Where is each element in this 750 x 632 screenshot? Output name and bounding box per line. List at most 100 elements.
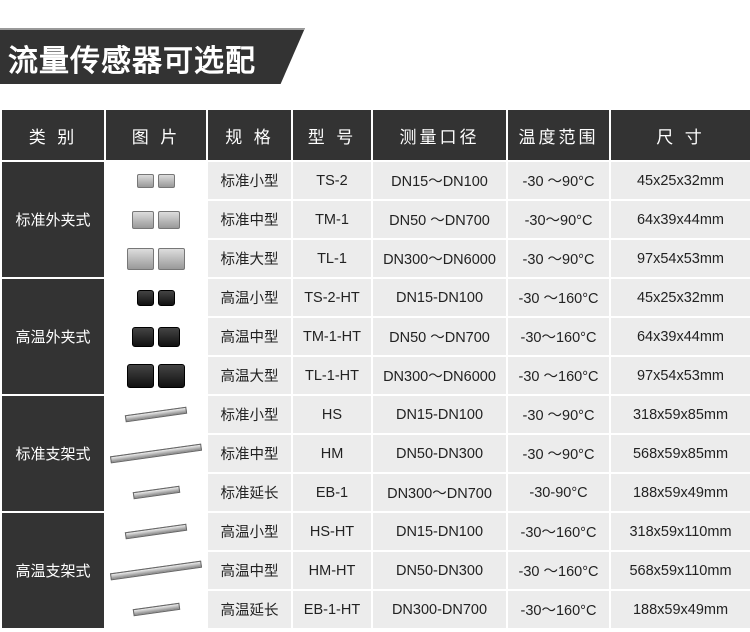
temperature-cell: -30 ～160°C	[506, 355, 611, 396]
spec-cell: 高温中型	[206, 316, 293, 357]
temperature-cell: -30～160°C	[506, 589, 611, 630]
size-cell: 97x54x53mm	[609, 355, 750, 396]
sensor-image	[126, 247, 186, 270]
sensor-image	[132, 602, 180, 618]
spec-cell: 标准大型	[206, 238, 293, 279]
spec-cell: 高温小型	[206, 277, 293, 318]
spec-cell: 标准中型	[206, 199, 293, 240]
picture-cell	[104, 160, 208, 201]
table-row: 标准中型 TM-1 DN50 ～DN700 -30～90°C 64x39x44mm	[1, 199, 750, 240]
header-size: 尺 寸	[609, 108, 750, 162]
picture-cell	[104, 394, 208, 435]
sensor-image	[132, 485, 180, 501]
diameter-cell: DN15-DN100	[371, 511, 508, 552]
picture-cell	[104, 511, 208, 552]
diameter-cell: DN15-DN100	[371, 394, 508, 435]
diameter-cell: DN50 ～DN700	[371, 199, 508, 240]
table-row: 标准大型 TL-1 DN300～DN6000 -30 ～90°C 97x54x53mm	[1, 238, 750, 279]
diameter-cell: DN15～DN100	[371, 160, 508, 201]
header-temperature: 温度范围	[506, 108, 611, 162]
page-title: 流量传感器可选配	[8, 44, 256, 79]
picture-cell	[104, 277, 208, 318]
spec-cell: 标准小型	[206, 160, 293, 201]
spec-cell: 标准中型	[206, 433, 293, 474]
table-row: 标准支架式 标准小型 HS DN15-DN100 -30 ～90°C 318x59x85m…	[0, 394, 750, 513]
category-cell: 高温外夹式	[0, 277, 106, 396]
model-cell: TS-2	[291, 160, 373, 201]
model-cell: TM-1-HT	[291, 316, 373, 357]
picture-cell	[104, 316, 208, 357]
model-cell: TS-2-HT	[291, 277, 373, 318]
temperature-cell: -30 ～160°C	[506, 277, 611, 318]
header-category: 类 别	[0, 108, 106, 162]
picture-cell	[104, 199, 208, 240]
model-cell: HM-HT	[291, 550, 373, 591]
category-cell: 高温支架式	[0, 511, 106, 630]
sensor-image	[124, 523, 188, 540]
diameter-cell: DN300～DN700	[371, 472, 508, 513]
sensor-image	[131, 210, 181, 229]
table-row: 高温大型 TL-1-HT DN300～DN6000 -30 ～160°C 97x54x5…	[1, 355, 750, 396]
temperature-cell: -30 ～90°C	[506, 160, 611, 201]
table-row: 标准延长 EB-1 DN300～DN700 -30-90°C 188x59x49mm	[1, 472, 750, 513]
picture-cell	[104, 472, 208, 513]
sensor-image	[109, 560, 203, 581]
spec-cell: 高温小型	[206, 511, 293, 552]
model-cell: EB-1-HT	[291, 589, 373, 630]
sensor-image	[136, 289, 176, 306]
spec-cell: 高温延长	[206, 589, 293, 630]
spec-cell: 标准小型	[206, 394, 293, 435]
header-row: 类 别 图 片 规 格 型 号 测量口径 温度范围 尺 寸	[0, 108, 750, 162]
picture-cell	[104, 355, 208, 396]
model-cell: TL-1-HT	[291, 355, 373, 396]
diameter-cell: DN15-DN100	[371, 277, 508, 318]
header-picture: 图 片	[104, 108, 208, 162]
category-cell: 标准外夹式	[0, 160, 106, 279]
diameter-cell: DN300-DN700	[371, 589, 508, 630]
header-diameter: 测量口径	[371, 108, 508, 162]
diameter-cell: DN300～DN6000	[371, 238, 508, 279]
temperature-cell: -30～160°C	[506, 511, 611, 552]
size-cell: 188x59x49mm	[609, 589, 750, 630]
temperature-cell: -30-90°C	[506, 472, 611, 513]
sensor-image	[109, 443, 203, 464]
table-row: 高温外夹式 高温小型 TS-2-HT DN15-DN100 -30 ～160°C 45x…	[0, 277, 750, 396]
temperature-cell: -30～160°C	[506, 316, 611, 357]
size-cell: 568x59x85mm	[609, 433, 750, 474]
diameter-cell: DN50-DN300	[371, 433, 508, 474]
picture-cell	[104, 550, 208, 591]
table-row: 标准外夹式 标准小型 TS-2 DN15～DN100 -30 ～90°C 45x25x3…	[0, 160, 750, 279]
category-cell: 标准支架式	[0, 394, 106, 513]
table-row: 高温中型 HM-HT DN50-DN300 -30 ～160°C 568x59x110m…	[1, 550, 750, 591]
model-cell: EB-1	[291, 472, 373, 513]
temperature-cell: -30 ～90°C	[506, 394, 611, 435]
size-cell: 97x54x53mm	[609, 238, 750, 279]
table-row: 高温延长 EB-1-HT DN300-DN700 -30～160°C 188x59x49…	[1, 589, 750, 630]
diameter-cell: DN300～DN6000	[371, 355, 508, 396]
diameter-cell: DN50 ～DN700	[371, 316, 508, 357]
model-cell: TL-1	[291, 238, 373, 279]
model-cell: HS-HT	[291, 511, 373, 552]
size-cell: 45x25x32mm	[609, 277, 750, 318]
model-cell: TM-1	[291, 199, 373, 240]
sensor-image	[136, 173, 176, 189]
table-row: 高温支架式 高温小型 HS-HT DN15-DN100 -30～160°C 318x59x…	[0, 511, 750, 630]
header-model: 型 号	[291, 108, 373, 162]
sensor-image	[131, 326, 181, 347]
table-row: 高温中型 TM-1-HT DN50 ～DN700 -30～160°C 64x39x44m…	[1, 316, 750, 357]
temperature-cell: -30 ～90°C	[506, 238, 611, 279]
size-cell: 64x39x44mm	[609, 316, 750, 357]
picture-cell	[104, 433, 208, 474]
model-cell: HM	[291, 433, 373, 474]
temperature-cell: -30 ～160°C	[506, 550, 611, 591]
size-cell: 45x25x32mm	[609, 160, 750, 201]
size-cell: 188x59x49mm	[609, 472, 750, 513]
picture-cell	[104, 238, 208, 279]
sensor-table: 类 别 图 片 规 格 型 号 测量口径 温度范围 尺 寸 标准外夹式 标准小型…	[0, 108, 750, 630]
temperature-cell: -30 ～90°C	[506, 433, 611, 474]
diameter-cell: DN50-DN300	[371, 550, 508, 591]
header-spec: 规 格	[206, 108, 293, 162]
spec-cell: 标准延长	[206, 472, 293, 513]
picture-cell	[104, 589, 208, 630]
size-cell: 64x39x44mm	[609, 199, 750, 240]
